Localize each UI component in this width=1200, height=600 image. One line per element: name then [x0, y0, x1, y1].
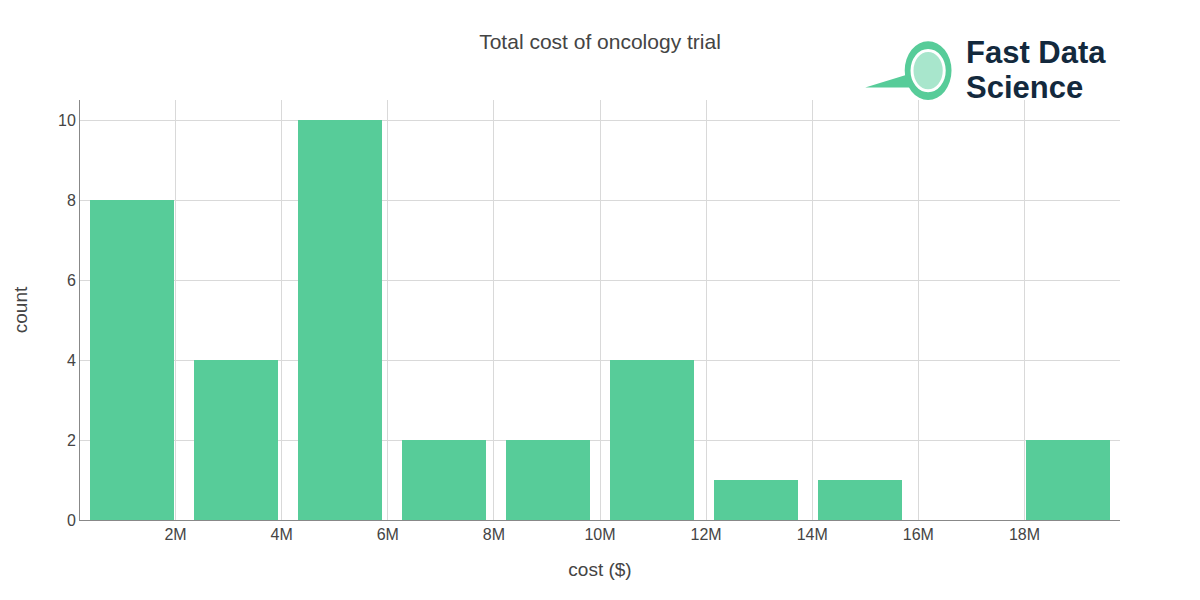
svg-text:6M: 6M: [377, 526, 399, 543]
svg-text:cost ($): cost ($): [568, 559, 631, 580]
svg-text:18M: 18M: [1009, 526, 1040, 543]
svg-text:Science: Science: [966, 70, 1083, 105]
svg-text:0: 0: [67, 512, 76, 529]
svg-text:2M: 2M: [164, 526, 186, 543]
svg-text:4: 4: [67, 352, 76, 369]
svg-text:10M: 10M: [584, 526, 615, 543]
svg-text:Total cost of oncology trial: Total cost of oncology trial: [479, 30, 721, 53]
svg-text:Fast Data: Fast Data: [966, 35, 1106, 70]
svg-text:12M: 12M: [691, 526, 722, 543]
svg-text:count: count: [10, 286, 31, 333]
svg-text:8M: 8M: [483, 526, 505, 543]
svg-text:8: 8: [67, 192, 76, 209]
svg-text:14M: 14M: [797, 526, 828, 543]
svg-text:2: 2: [67, 432, 76, 449]
svg-text:4M: 4M: [271, 526, 293, 543]
svg-text:6: 6: [67, 272, 76, 289]
svg-text:10: 10: [58, 112, 76, 129]
svg-text:16M: 16M: [903, 526, 934, 543]
